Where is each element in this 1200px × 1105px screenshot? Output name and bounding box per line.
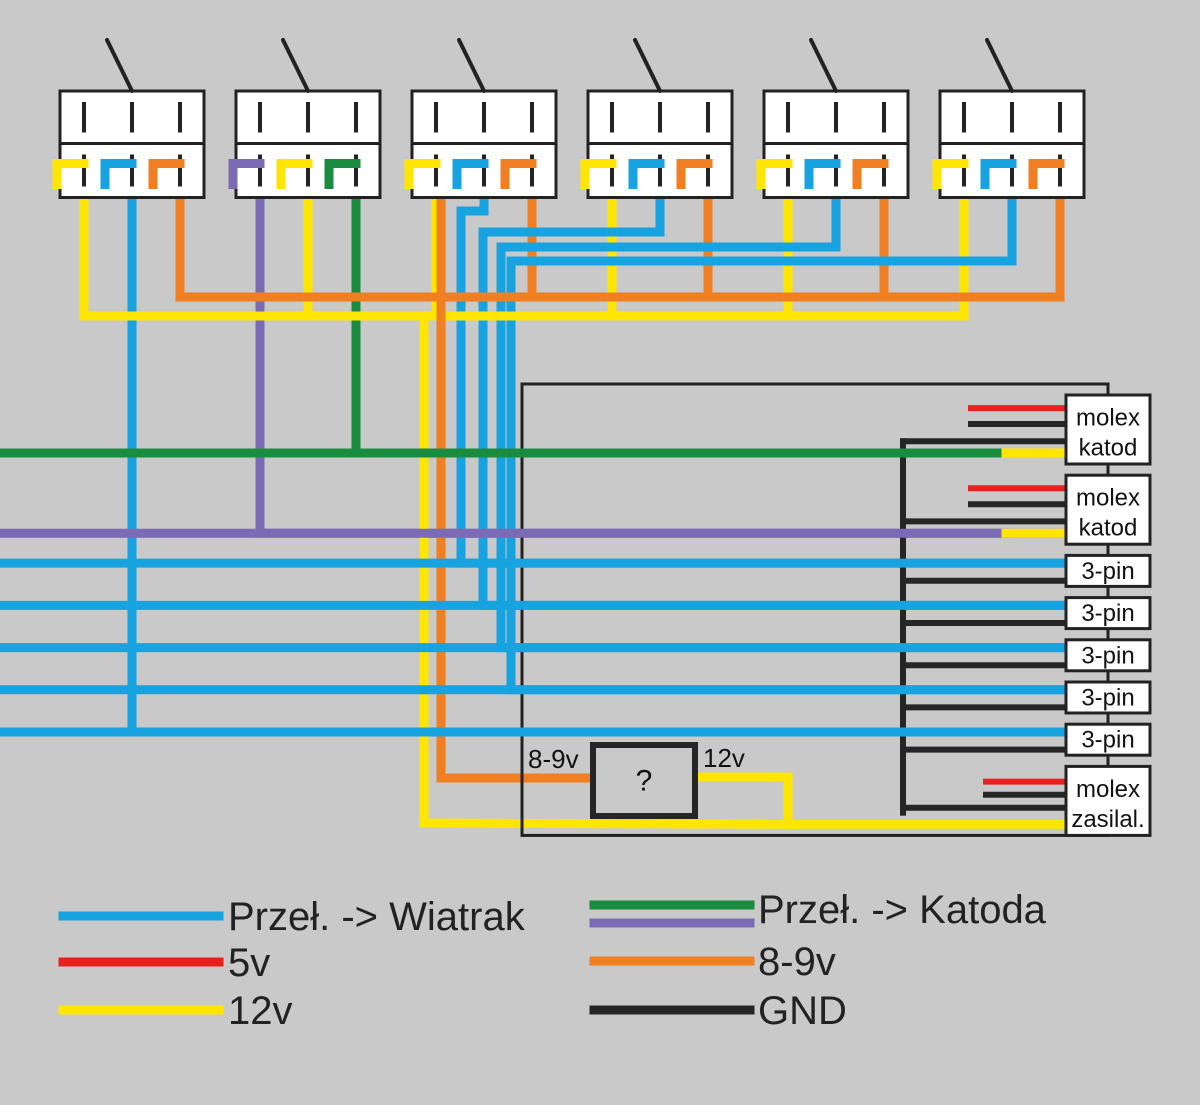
- svg-text:molex: molex: [1076, 405, 1140, 432]
- svg-text:12v: 12v: [228, 989, 293, 1033]
- svg-text:GND: GND: [758, 989, 847, 1033]
- svg-text:8-9v: 8-9v: [758, 940, 836, 984]
- svg-text:3-pin: 3-pin: [1081, 685, 1134, 712]
- svg-text:Przeł. -> Wiatrak: Przeł. -> Wiatrak: [228, 895, 526, 939]
- svg-text:zasilal.: zasilal.: [1071, 806, 1144, 833]
- svg-text:katod: katod: [1079, 515, 1138, 542]
- svg-text:8-9v: 8-9v: [528, 744, 579, 774]
- svg-text:?: ?: [636, 765, 653, 798]
- svg-text:molex: molex: [1076, 776, 1140, 803]
- svg-text:Przeł. -> Katoda: Przeł. -> Katoda: [758, 888, 1047, 932]
- svg-text:katod: katod: [1079, 435, 1138, 462]
- svg-text:molex: molex: [1076, 485, 1140, 512]
- svg-text:5v: 5v: [228, 941, 270, 985]
- svg-text:12v: 12v: [703, 743, 745, 773]
- svg-text:3-pin: 3-pin: [1081, 558, 1134, 585]
- svg-text:3-pin: 3-pin: [1081, 727, 1134, 754]
- svg-text:3-pin: 3-pin: [1081, 600, 1134, 627]
- svg-text:3-pin: 3-pin: [1081, 642, 1134, 669]
